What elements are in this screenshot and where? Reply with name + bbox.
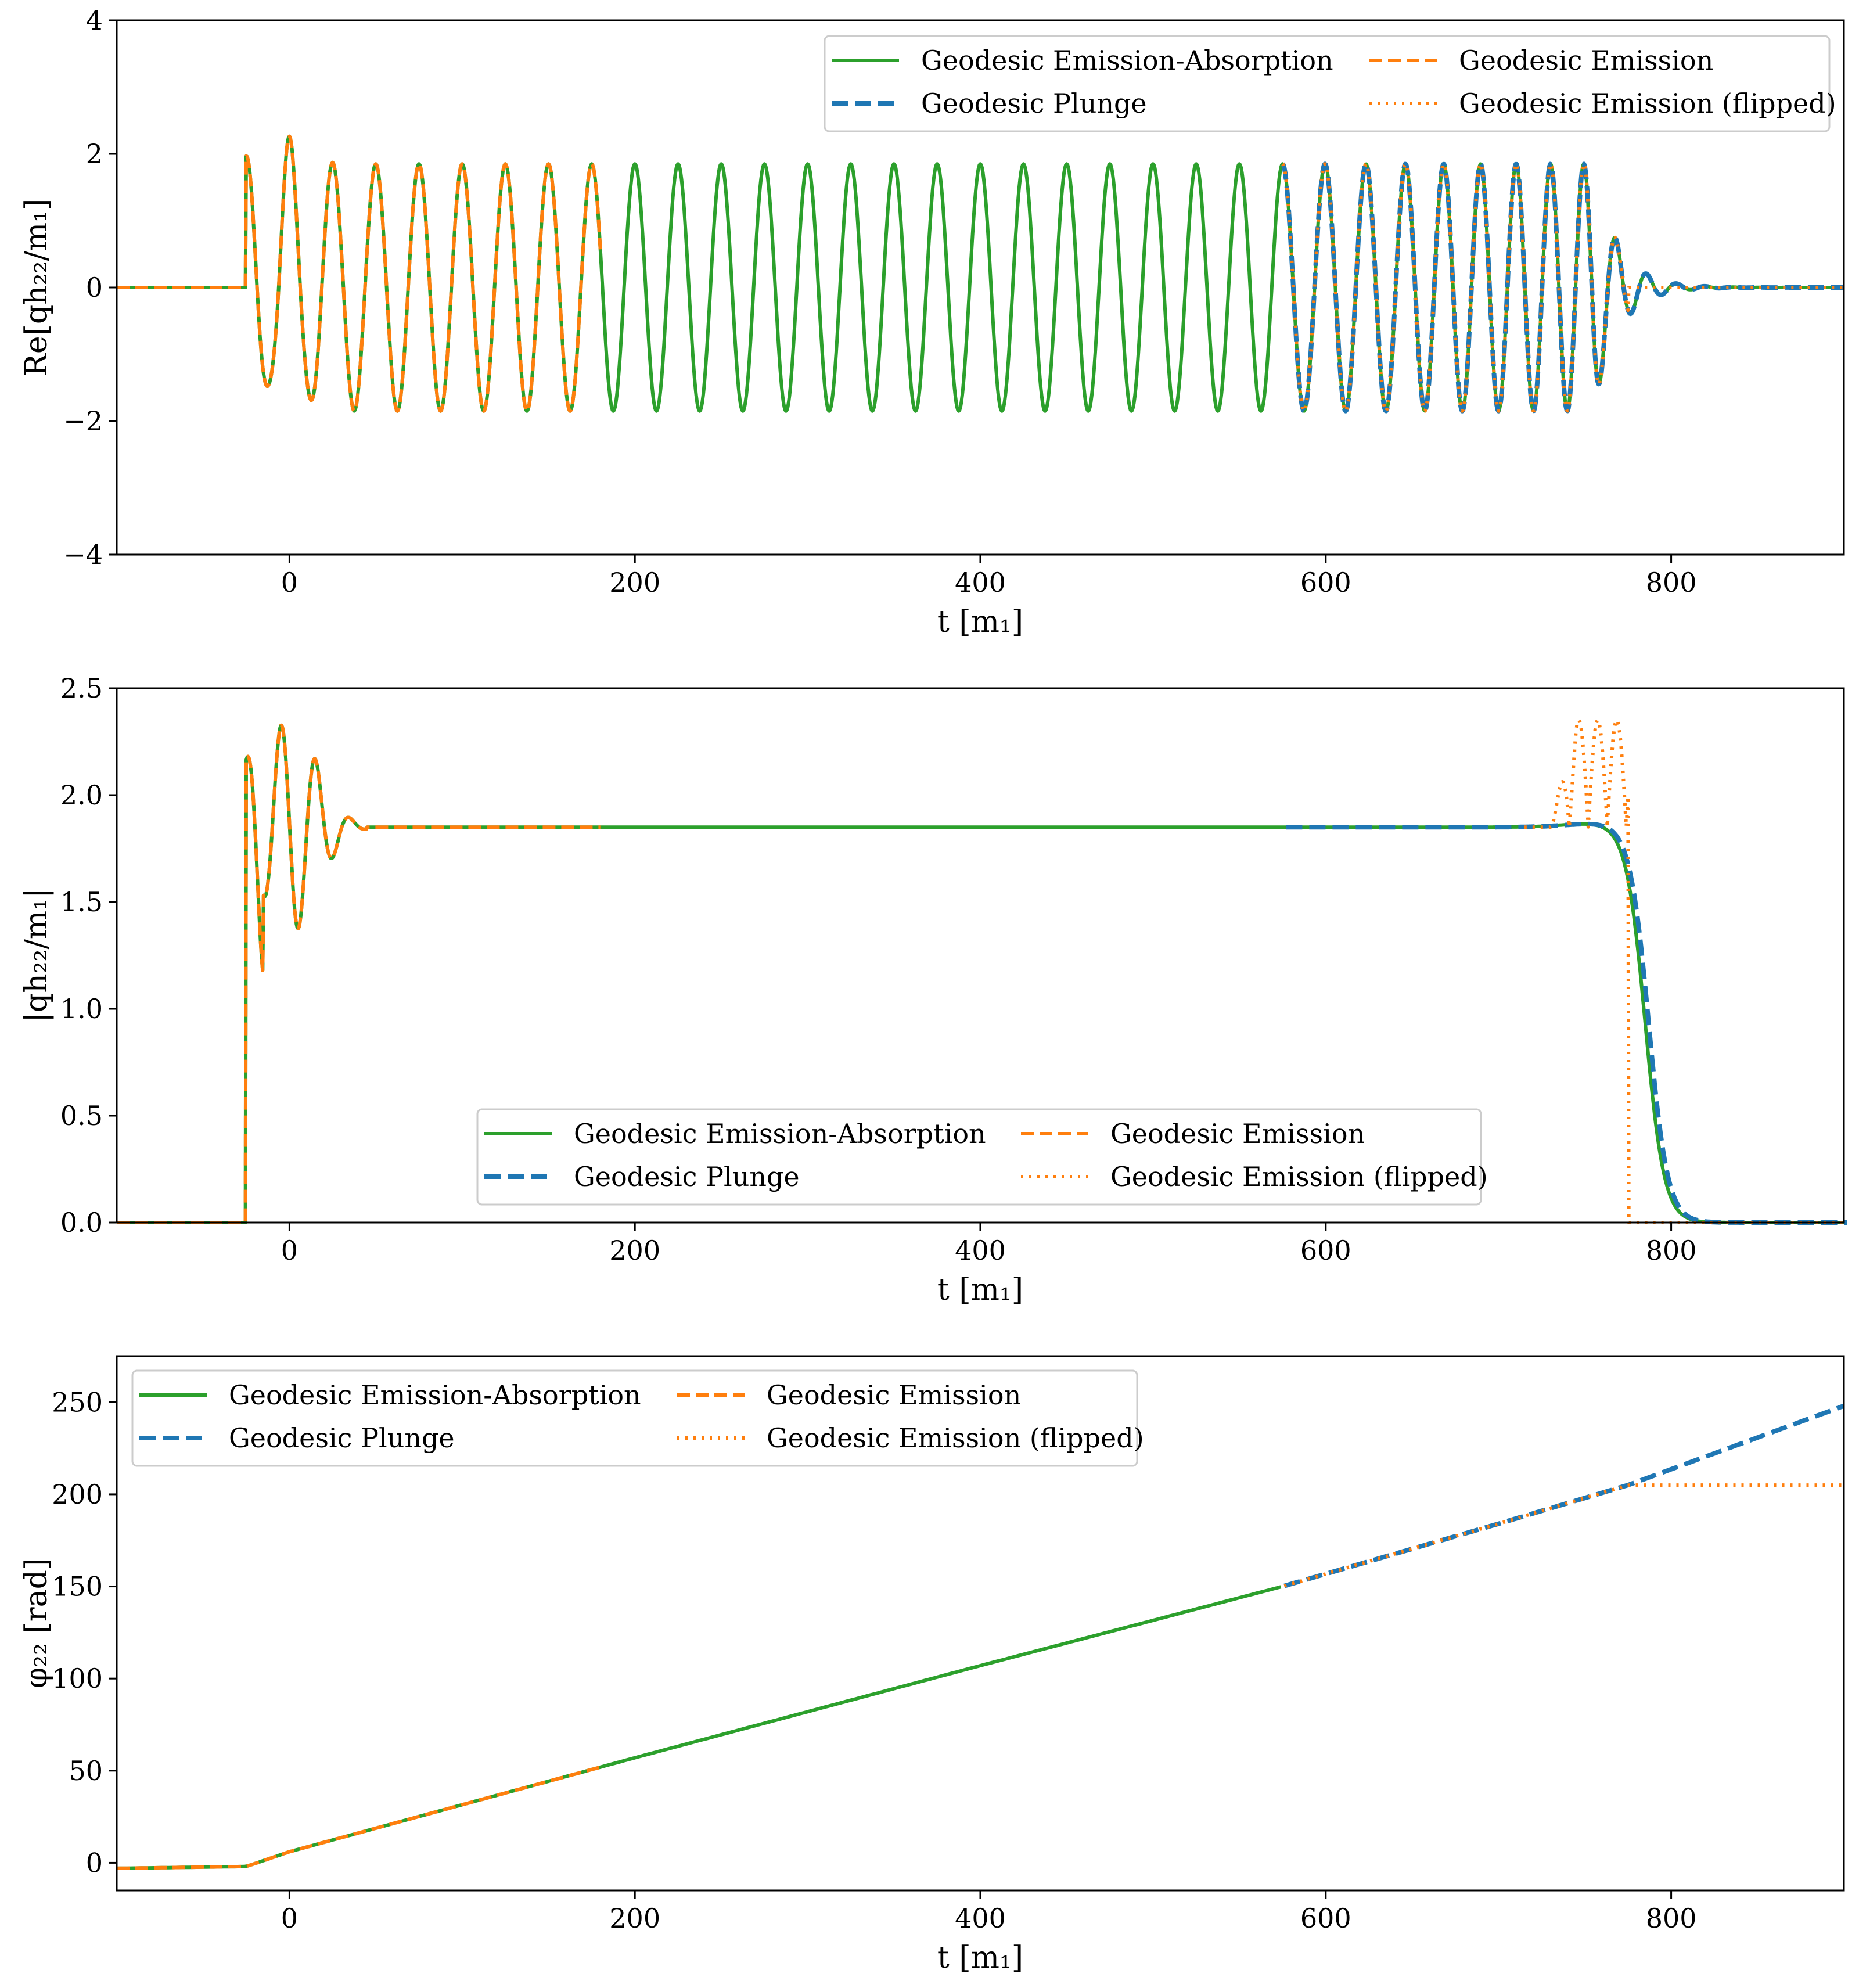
y-axis-title: φ₂₂ [rad] (19, 1558, 54, 1688)
x-tick-label: 800 (1646, 1903, 1697, 1934)
x-axis-title: t [m₁] (937, 1940, 1023, 1975)
x-tick-label: 800 (1646, 1235, 1697, 1266)
y-tick-label: −2 (63, 405, 103, 437)
x-tick-label: 200 (609, 567, 660, 598)
legend-label-emission-flipped: Geodesic Emission (flipped) (1459, 88, 1836, 119)
x-tick-label: 400 (955, 567, 1006, 598)
x-tick-label: 600 (1300, 567, 1351, 598)
x-axis-title: t [m₁] (937, 1272, 1023, 1307)
y-axis-title: |qh₂₂/m₁| (19, 888, 54, 1022)
x-tick-label: 0 (281, 1903, 298, 1934)
legend-label-emission: Geodesic Emission (1459, 45, 1713, 76)
x-axis-title: t [m₁] (937, 605, 1023, 639)
legend-frame (476, 1108, 1482, 1206)
legend-label-plunge: Geodesic Plunge (574, 1161, 800, 1192)
legend-frame (131, 1369, 1138, 1467)
axis-ticks: 0 200 400 600 800 0 50 100 150 200 250 (52, 1386, 1696, 1934)
axis-ticks: 0 200 400 600 800 −4 −2 0 2 4 (63, 5, 1696, 598)
series-emission-absorption (116, 1585, 1282, 1870)
y-tick-label: 0 (86, 272, 103, 303)
series-emission-flipped (1523, 718, 1845, 1224)
legend-label-emission-absorption: Geodesic Emission-Absorption (229, 1379, 641, 1411)
legend-label-emission: Geodesic Emission (767, 1379, 1021, 1411)
x-tick-label: 200 (609, 1903, 660, 1934)
series-emission-flipped (1283, 1483, 1844, 1588)
legend: Geodesic Emission-Absorption Geodesic Pl… (131, 1369, 1144, 1467)
y-tick-label: 0 (86, 1847, 103, 1878)
series-emission (116, 1765, 601, 1870)
y-tick-label: 200 (52, 1479, 103, 1510)
y-tick-label: 50 (69, 1755, 103, 1786)
axis-ticks: 0 200 400 600 800 0.0 0.5 1.0 1.5 2.0 2.5 (60, 673, 1697, 1266)
plot-area (116, 1403, 1845, 1870)
x-tick-label: 400 (955, 1235, 1006, 1266)
y-tick-label: 2 (86, 138, 103, 170)
x-tick-label: 600 (1300, 1235, 1351, 1266)
y-tick-label: 1.5 (60, 886, 103, 918)
legend: Geodesic Emission-Absorption Geodesic Pl… (824, 35, 1836, 132)
legend-label-emission-flipped: Geodesic Emission (flipped) (767, 1422, 1144, 1454)
panel-amplitude: 0 200 400 600 800 0.0 0.5 1.0 1.5 2.0 2.5 t [m₁] |… (19, 673, 1849, 1307)
x-tick-label: 0 (281, 567, 298, 598)
legend-label-emission-absorption: Geodesic Emission-Absorption (921, 45, 1333, 76)
y-tick-label: 0.5 (60, 1100, 103, 1131)
y-tick-label: 2.5 (60, 673, 103, 704)
y-tick-label: 250 (52, 1386, 103, 1418)
legend-label-emission: Geodesic Emission (1110, 1118, 1365, 1149)
y-tick-label: −4 (63, 539, 103, 570)
y-tick-label: 4 (86, 5, 103, 36)
x-tick-label: 200 (609, 1235, 660, 1266)
series-emission (116, 134, 602, 413)
legend: Geodesic Emission-Absorption Geodesic Pl… (476, 1108, 1488, 1206)
series-emission-flipped (1281, 162, 1845, 413)
panel-phase: 0 200 400 600 800 0 50 100 150 200 250 t [m₁] φ₂₂ … (19, 1355, 1845, 1975)
legend-label-plunge: Geodesic Plunge (921, 88, 1147, 119)
legend-label-plunge: Geodesic Plunge (229, 1422, 455, 1454)
plot-area (116, 134, 1846, 414)
x-tick-label: 600 (1300, 1903, 1351, 1934)
y-tick-label: 1.0 (60, 993, 103, 1024)
y-tick-label: 0.0 (60, 1207, 103, 1238)
x-tick-label: 400 (955, 1903, 1006, 1934)
series-plunge (1283, 1403, 1845, 1588)
legend-frame (824, 35, 1831, 132)
y-tick-label: 150 (52, 1571, 103, 1602)
y-tick-label: 100 (52, 1663, 103, 1694)
y-axis-title: Re[qh₂₂/m₁] (19, 199, 54, 377)
y-tick-label: 2.0 (60, 779, 103, 811)
legend-label-emission-absorption: Geodesic Emission-Absorption (574, 1118, 986, 1149)
legend-label-emission-flipped: Geodesic Emission (flipped) (1110, 1161, 1488, 1192)
x-tick-label: 0 (281, 1235, 298, 1266)
x-tick-label: 800 (1646, 567, 1697, 598)
